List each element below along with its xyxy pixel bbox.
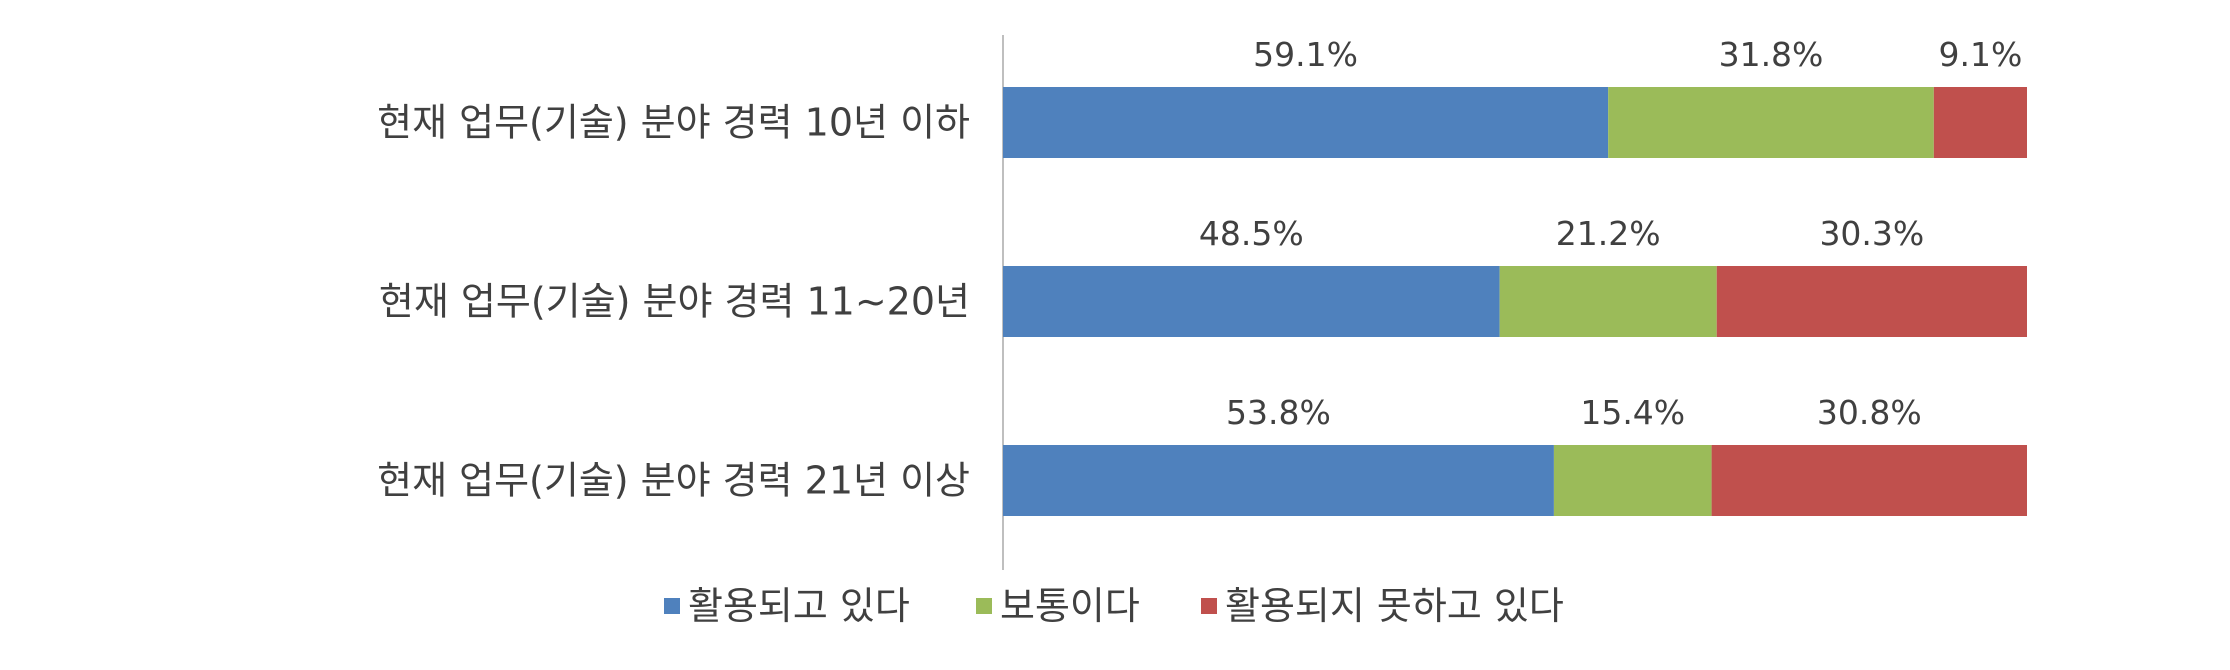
bar-segment <box>1003 87 1609 158</box>
data-label: 9.1% <box>1938 35 2022 74</box>
legend-swatch <box>664 598 680 614</box>
bar-segment <box>1711 445 2027 516</box>
bar-segment <box>1933 87 2027 158</box>
bar-segment <box>1499 266 1717 337</box>
data-label: 21.2% <box>1556 214 1661 253</box>
bar-segment <box>1608 87 1934 158</box>
category-label: 현재 업무(기술) 분야 경력 11~20년 <box>379 280 970 324</box>
data-label: 59.1% <box>1253 35 1358 74</box>
category-label: 현재 업무(기술) 분야 경력 21년 이상 <box>377 459 970 503</box>
legend-label: 활용되지 못하고 있다 <box>1225 584 1564 628</box>
bar-segment <box>1553 445 1712 516</box>
data-label: 31.8% <box>1719 35 1824 74</box>
legend-swatch <box>1201 598 1217 614</box>
legend-label: 보통이다 <box>1000 584 1140 628</box>
bar-segment <box>1003 445 1554 516</box>
data-label: 15.4% <box>1580 393 1685 432</box>
bar-segment <box>1003 266 1500 337</box>
bar-segment <box>1716 266 2027 337</box>
category-label: 현재 업무(기술) 분야 경력 10년 이하 <box>377 101 970 145</box>
legend-swatch <box>976 598 992 614</box>
data-label: 48.5% <box>1199 214 1304 253</box>
legend-label: 활용되고 있다 <box>688 584 910 628</box>
data-label: 30.8% <box>1817 393 1922 432</box>
data-label: 30.3% <box>1819 214 1924 253</box>
data-label: 53.8% <box>1226 393 1331 432</box>
